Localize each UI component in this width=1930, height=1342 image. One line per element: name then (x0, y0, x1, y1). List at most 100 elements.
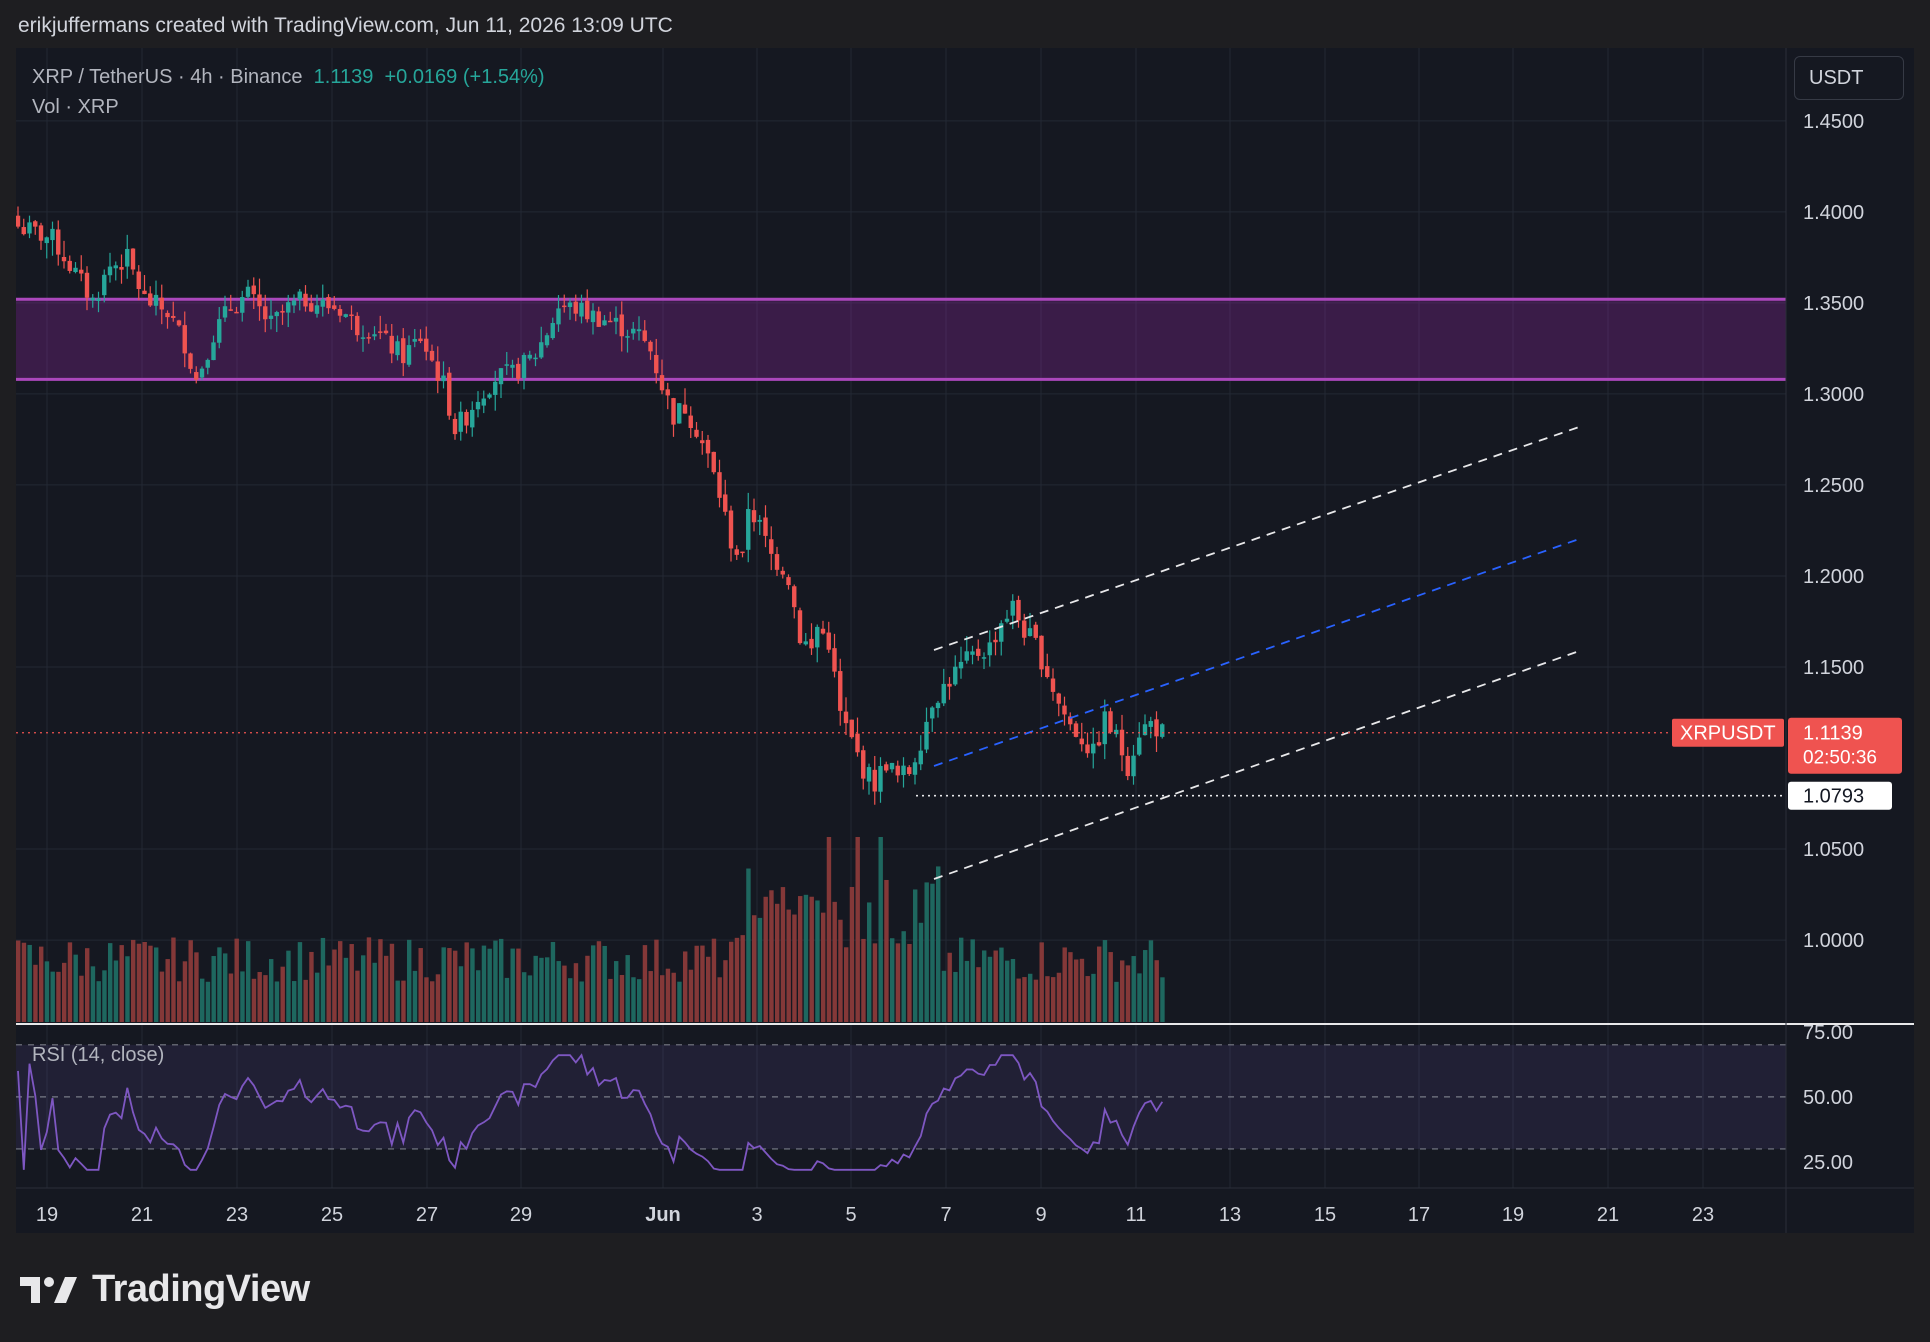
candle (895, 760, 900, 783)
candle (625, 329, 630, 353)
tradingview-logo-icon (20, 1276, 77, 1303)
candle (79, 255, 84, 282)
volume-bar (1148, 940, 1154, 1022)
candle-body (130, 248, 136, 270)
candle-body (125, 248, 130, 267)
candle (700, 431, 705, 455)
candle-body (682, 404, 688, 414)
volume-bar (878, 837, 883, 1022)
candle-body (418, 338, 423, 342)
channel-lower-line (933, 649, 1583, 880)
candle (728, 505, 734, 562)
y-tick-label: 1.2000 (1803, 566, 1864, 588)
candle (44, 236, 49, 259)
candle-body (194, 372, 199, 380)
candle (866, 763, 872, 795)
volume-bar (395, 980, 400, 1022)
candle-body (90, 297, 95, 301)
symbol-legend[interactable]: XRP / TetherUS · 4h · Binance 1.1139 +0.… (32, 66, 545, 89)
candle-body (211, 342, 216, 361)
candle (1102, 699, 1107, 760)
candle (1062, 696, 1067, 726)
candle-body (832, 648, 837, 672)
volume-bar (913, 889, 918, 1022)
candle-body (849, 719, 854, 738)
candle (717, 459, 722, 508)
candle-body (688, 415, 693, 428)
candle (550, 317, 555, 340)
volume-legend[interactable]: Vol · XRP (32, 96, 119, 118)
y-tick-label: 1.4000 (1803, 202, 1864, 224)
volume-bar (240, 971, 245, 1022)
candle (694, 422, 699, 439)
candle (1091, 727, 1096, 769)
candle (964, 636, 969, 664)
volume-bar (959, 937, 964, 1022)
volume-bar (125, 956, 130, 1022)
candle-body (475, 401, 481, 410)
volume-bar (803, 894, 809, 1022)
candle-body (159, 297, 164, 310)
candle (228, 294, 233, 311)
candle (935, 700, 941, 718)
volume-bar (62, 962, 67, 1022)
candle (424, 326, 429, 361)
candle (539, 326, 544, 359)
volume-bar (90, 966, 96, 1022)
symbol-name[interactable]: XRP / TetherUS · 4h · Binance (32, 66, 303, 88)
candle-body (539, 342, 544, 358)
candle (182, 311, 187, 368)
candle (441, 361, 446, 389)
candle-body (27, 222, 32, 234)
volume-bar (384, 955, 389, 1022)
candle-body (953, 666, 958, 685)
volume-bar (332, 949, 337, 1022)
candle-body (222, 306, 228, 318)
volume-bar (286, 950, 291, 1022)
candle (636, 316, 642, 341)
candle (119, 254, 124, 284)
candle (1137, 722, 1142, 757)
candle-body (1079, 738, 1084, 745)
x-tick-label: 3 (751, 1204, 762, 1226)
candle (953, 655, 958, 687)
volume-bar (269, 959, 274, 1022)
rsi-legend[interactable]: RSI (14, close) (32, 1044, 165, 1066)
candle-body (326, 297, 331, 309)
chart-area[interactable]: XRPUSDT 1.1139 02:50:36 1.0793 75.00 50.00 25… (16, 48, 1914, 1233)
candle (544, 332, 550, 348)
candle-body (763, 517, 768, 536)
candle (130, 248, 136, 275)
x-tick-label: 23 (1692, 1204, 1714, 1226)
candle-body (16, 215, 21, 227)
volume-bar (901, 931, 906, 1022)
candle-body (245, 286, 251, 297)
candle-body (855, 733, 860, 753)
candle-body (389, 335, 394, 354)
candle (1142, 714, 1148, 736)
candle (648, 340, 653, 360)
price-chart[interactable]: XRPUSDT 1.1139 02:50:36 1.0793 75.00 50.00 25… (16, 48, 1914, 1233)
candle (1004, 609, 1010, 624)
volume-bar (315, 972, 320, 1022)
volume-bar (763, 896, 768, 1022)
volume-bar (447, 948, 452, 1022)
candle (303, 285, 308, 312)
volume-bar (717, 977, 722, 1022)
candle (941, 668, 946, 707)
candle-body (487, 394, 492, 398)
currency-button[interactable]: USDT (1794, 56, 1904, 100)
volume-bar (585, 955, 590, 1022)
volume-bar (159, 971, 165, 1022)
volume-bar (642, 945, 648, 1022)
candle-body (498, 368, 504, 385)
rsi-tick-label: 25.00 (1803, 1152, 1853, 1174)
candle-body (544, 335, 550, 346)
candle-body (171, 315, 176, 318)
candle-body (585, 300, 590, 320)
candle (389, 323, 394, 364)
candle-body (458, 411, 463, 432)
volume-bar (217, 947, 222, 1022)
tradingview-logo[interactable]: TradingView (20, 1268, 310, 1311)
candle-body (504, 364, 509, 366)
